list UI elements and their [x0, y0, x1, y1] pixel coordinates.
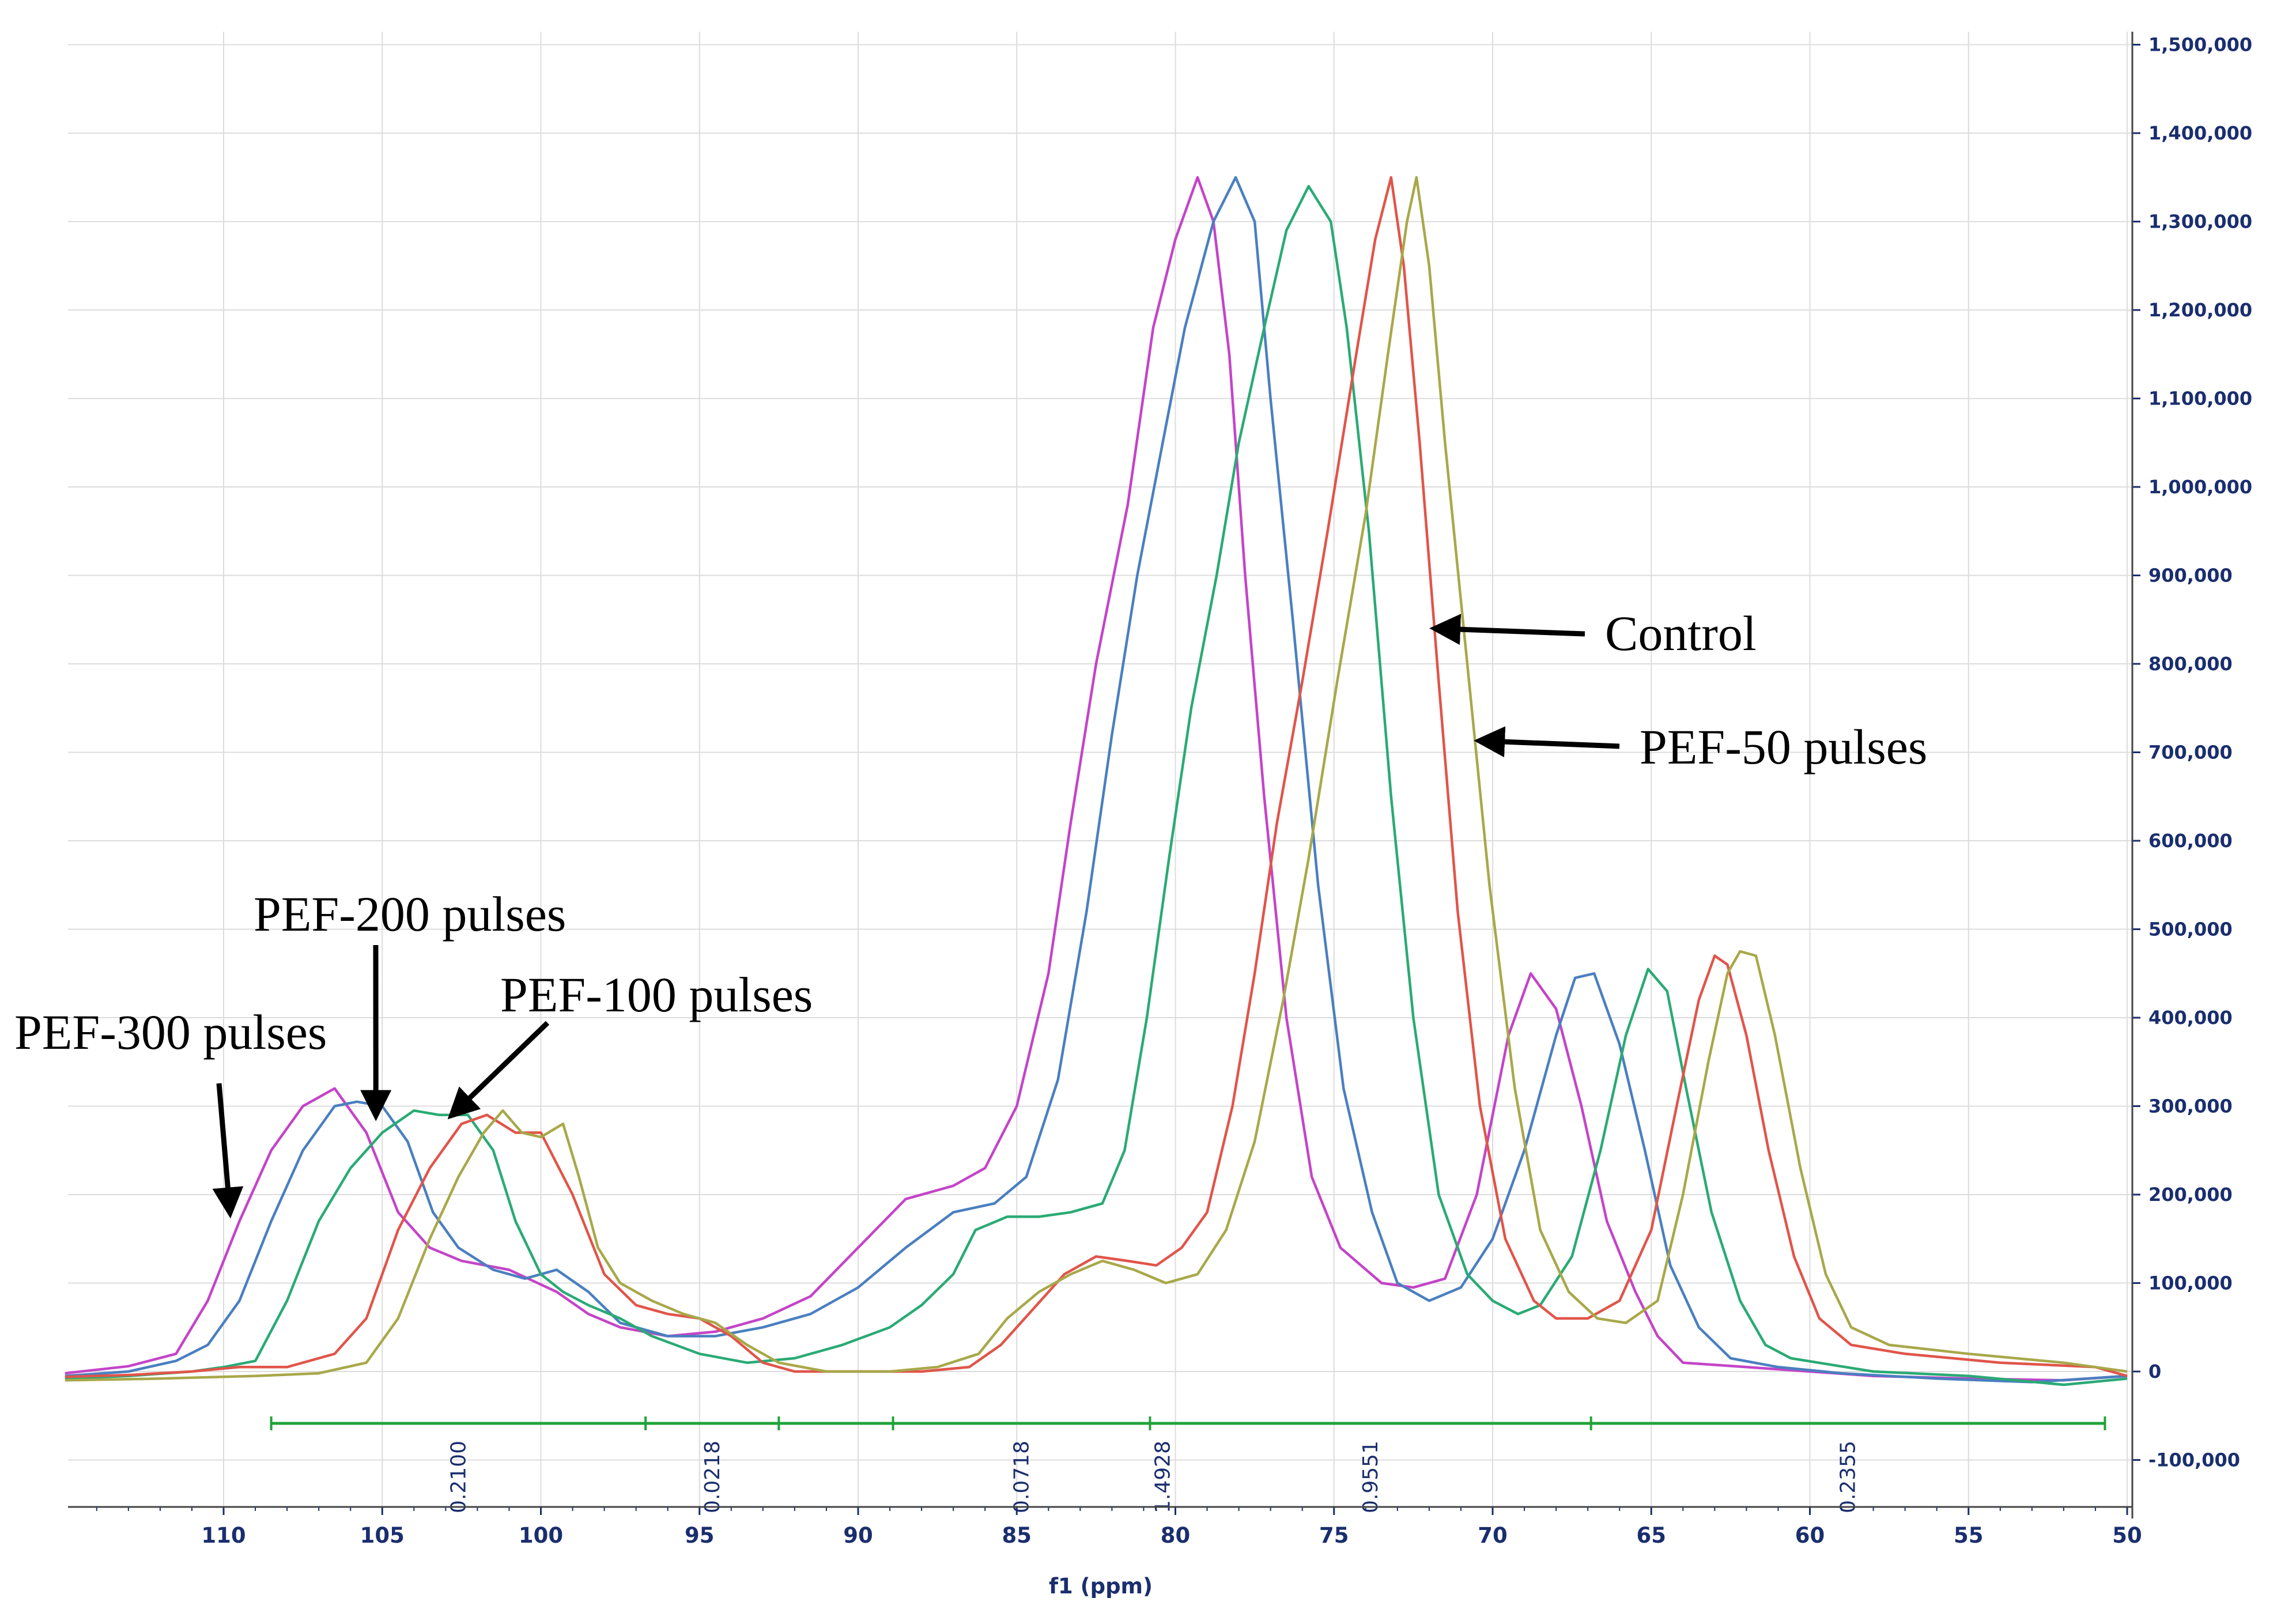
annotation-label: PEF-200 pulses [254, 886, 566, 942]
y-tick-label: -100,000 [2148, 1449, 2240, 1471]
integral-value-label: 0.2355 [1837, 1441, 1860, 1513]
annotation-label: PEF-100 pulses [500, 967, 813, 1022]
y-tick-label: 700,000 [2148, 742, 2233, 764]
x-tick-label: 105 [360, 1523, 405, 1548]
y-tick-label: 1,500,000 [2148, 34, 2252, 56]
x-tick-label: 95 [685, 1523, 715, 1548]
y-tick-label: 400,000 [2148, 1007, 2233, 1029]
annotation-label: PEF-50 pulses [1640, 719, 1927, 775]
integral-value-label: 0.9551 [1359, 1441, 1383, 1513]
series-line [65, 176, 2128, 1384]
x-tick-label: 60 [1795, 1523, 1825, 1548]
series-line [65, 176, 2128, 1378]
y-tick-label: 1,400,000 [2148, 122, 2252, 144]
y-tick-label: 1,200,000 [2148, 299, 2252, 321]
y-tick-label: 1,100,000 [2148, 388, 2252, 410]
x-tick-label: 90 [843, 1523, 873, 1548]
annotation-arrow [212, 1083, 244, 1219]
annotation-arrow [447, 1021, 550, 1120]
annotations: Control PEF-50 pulses PEF-200 pulses PEF-10… [14, 606, 1927, 1219]
integral-markers: 0.2100 0.0218 0.0718 1.4928 0.9551 0.2355 [270, 1416, 2106, 1513]
y-tick-label: 300,000 [2148, 1095, 2233, 1117]
annotation-label: Control [1605, 606, 1757, 661]
x-axis-title: f1 (ppm) [1049, 1574, 1153, 1599]
x-tick-label: 70 [1478, 1523, 1508, 1548]
y-tick-label: 500,000 [2148, 919, 2233, 940]
y-tick-label: 100,000 [2148, 1272, 2233, 1294]
x-tick-label: 55 [1954, 1523, 1984, 1548]
gridlines [68, 32, 2132, 1507]
x-tick-label: 80 [1161, 1523, 1191, 1548]
y-tick-label: 0 [2148, 1361, 2161, 1382]
annotation-arrow [1474, 726, 1620, 758]
annotation-label: PEF-300 pulses [14, 1004, 327, 1060]
integral-value-label: 1.4928 [1151, 1441, 1175, 1513]
series-line [65, 176, 2128, 1382]
x-tick-label: 50 [2112, 1523, 2142, 1548]
y-tick-label: 1,000,000 [2148, 476, 2252, 498]
annotation-arrow [1429, 614, 1585, 645]
x-tick-label: 65 [1637, 1523, 1667, 1548]
integral-value-label: 0.0218 [701, 1441, 724, 1513]
y-tick-label: 200,000 [2148, 1184, 2233, 1206]
integral-value-label: 0.2100 [447, 1441, 470, 1513]
y-tick-label: 800,000 [2148, 653, 2233, 675]
y-tick-label: 600,000 [2148, 830, 2233, 852]
y-tick-label: 1,300,000 [2148, 211, 2252, 233]
x-tick-label: 110 [201, 1523, 246, 1548]
y-tick-label: 900,000 [2148, 565, 2233, 587]
x-tick-label: 85 [1002, 1523, 1032, 1548]
integral-value-label: 0.0718 [1010, 1441, 1034, 1513]
axes: 1,500,000 1,400,000 1,300,000 1,200,000 1,10… [68, 32, 2252, 1548]
x-tick-label: 75 [1319, 1523, 1349, 1548]
series-line [65, 176, 2128, 1382]
x-tick-label: 100 [519, 1523, 563, 1548]
